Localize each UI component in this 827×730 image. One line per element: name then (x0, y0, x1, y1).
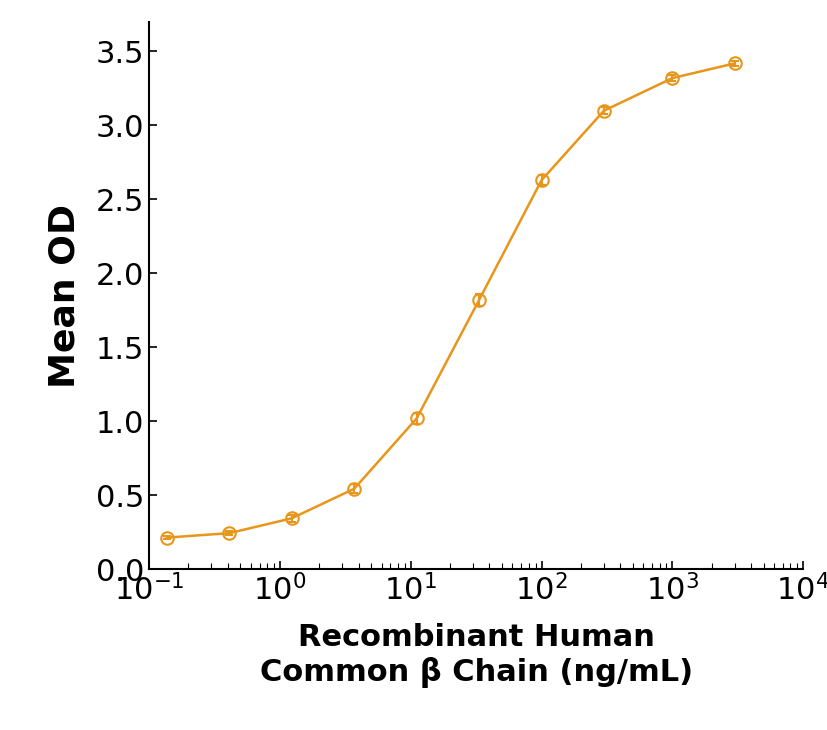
X-axis label: Recombinant Human
Common β Chain (ng/mL): Recombinant Human Common β Chain (ng/mL) (259, 623, 692, 688)
Y-axis label: Mean OD: Mean OD (48, 204, 82, 388)
